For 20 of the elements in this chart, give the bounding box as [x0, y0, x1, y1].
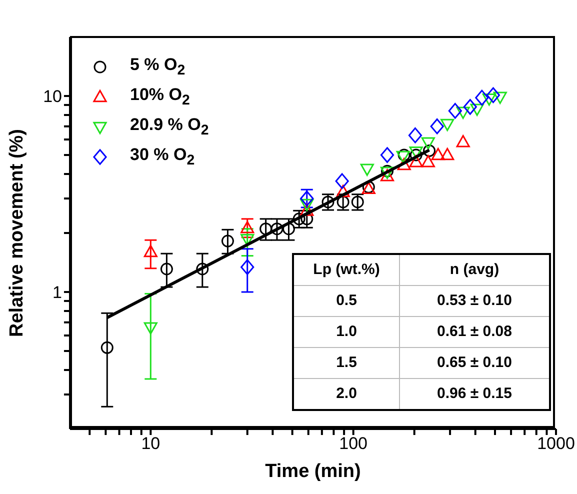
- annotation: 2.0: [294, 378, 400, 409]
- x-tick-label: 10: [141, 434, 160, 454]
- annotation: 0.65 ± 0.10: [400, 347, 549, 378]
- annotation: n (avg): [448, 260, 500, 280]
- legend-label: 10% O$_{2}$: [130, 85, 190, 109]
- annotation: 0.5: [294, 285, 400, 316]
- y-axis-title: Relative movement (%): [6, 128, 28, 338]
- x-axis-title: Time (min): [265, 461, 361, 482]
- annotation: 0.53 ± 0.10: [400, 285, 549, 316]
- annotation: Lp (wt.%): [294, 255, 400, 285]
- annotation: 0.96 ± 0.15: [400, 378, 549, 409]
- legend-label: 5 % O$_{2}$: [130, 55, 186, 79]
- x-tick-label: 1000: [537, 434, 575, 454]
- annotation: 1.0: [294, 316, 400, 347]
- legend-label: 20.9 % O$_{2}$: [130, 115, 209, 139]
- legend-label: 30 % O$_{2}$: [130, 145, 195, 169]
- annotation: 0.61 ± 0.08: [400, 316, 549, 347]
- x-tick-label: 100: [339, 434, 368, 454]
- y-tick-label: 1: [52, 283, 62, 302]
- annotation: 1.5: [294, 347, 400, 378]
